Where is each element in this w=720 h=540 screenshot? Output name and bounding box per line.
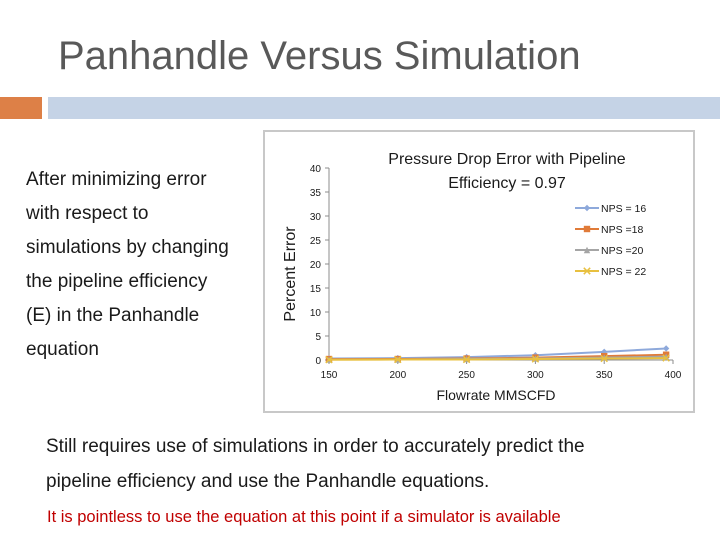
series-line [328,357,667,361]
data-point [583,246,591,254]
y-axis-label: Percent Error [282,226,299,322]
x-axis-label: Flowrate MMSCFD [436,387,555,403]
y-tick-label: 35 [310,188,322,199]
left-text-block: After minimizing error with respect to s… [26,163,266,367]
series-group [325,345,670,364]
data-point [462,355,471,364]
data-point [583,204,591,212]
y-tick-label: 40 [310,164,322,175]
y-tick-label: 25 [310,236,322,247]
y-tick-label: 0 [315,356,321,367]
data-point [600,354,608,363]
body-text-line-2: pipeline efficiency and use the Panhandl… [46,471,490,492]
x-tick-label: 350 [596,370,613,381]
left-text-line: the pipeline efficiency [26,271,208,292]
left-text-line: (E) in the Panhandle [26,305,200,326]
data-point [583,225,591,233]
accent-bar-blue [48,97,720,119]
x-tick-label: 400 [665,370,682,381]
y-tick-label: 20 [310,260,322,271]
x-tick-label: 150 [321,370,338,381]
x-tick-label: 300 [527,370,544,381]
y-tick-label: 15 [310,284,322,295]
chart-title-line-1: Pressure Drop Error with Pipeline [388,151,626,168]
chart-title-line-2: Efficiency = 0.97 [448,175,566,192]
data-point [325,356,333,364]
left-text-line: with respect to [26,203,149,224]
legend: NPS = 16 NPS =18 NPS =20 NPS = 22 [575,203,646,278]
data-point [531,355,540,363]
slide-title: Panhandle Versus Simulation [58,34,581,78]
legend-label: NPS = 22 [601,266,646,278]
body-text-line-1: Still requires use of simulations in ord… [46,436,585,457]
conclusion-text: It is pointless to use the equation at t… [47,508,561,526]
accent-bar-orange [0,97,42,119]
y-tick-group: 0 5 10 15 20 25 30 35 40 [310,164,329,367]
chart-border [263,130,695,413]
left-text-line: simulations by changing [26,237,229,258]
left-text-line: equation [26,339,99,360]
x-tick-label: 200 [389,370,406,381]
y-tick-label: 10 [310,308,322,319]
left-text-line: After minimizing error [26,169,207,190]
legend-label: NPS =18 [601,224,643,236]
x-tick-label: 250 [458,370,475,381]
legend-label: NPS =20 [601,245,643,257]
data-point [662,345,670,352]
y-tick-label: 30 [310,212,322,223]
series-nps-22 [325,354,670,364]
chart-container: Pressure Drop Error with Pipeline Effici… [263,130,695,413]
legend-label: NPS = 16 [601,203,646,215]
data-point [394,355,402,364]
x-tick-group: 150 200 250 300 350 400 [321,360,682,381]
data-point [662,354,670,362]
line-chart: Pressure Drop Error with Pipeline Effici… [263,130,695,413]
data-point [583,267,591,275]
y-tick-label: 5 [315,332,321,343]
